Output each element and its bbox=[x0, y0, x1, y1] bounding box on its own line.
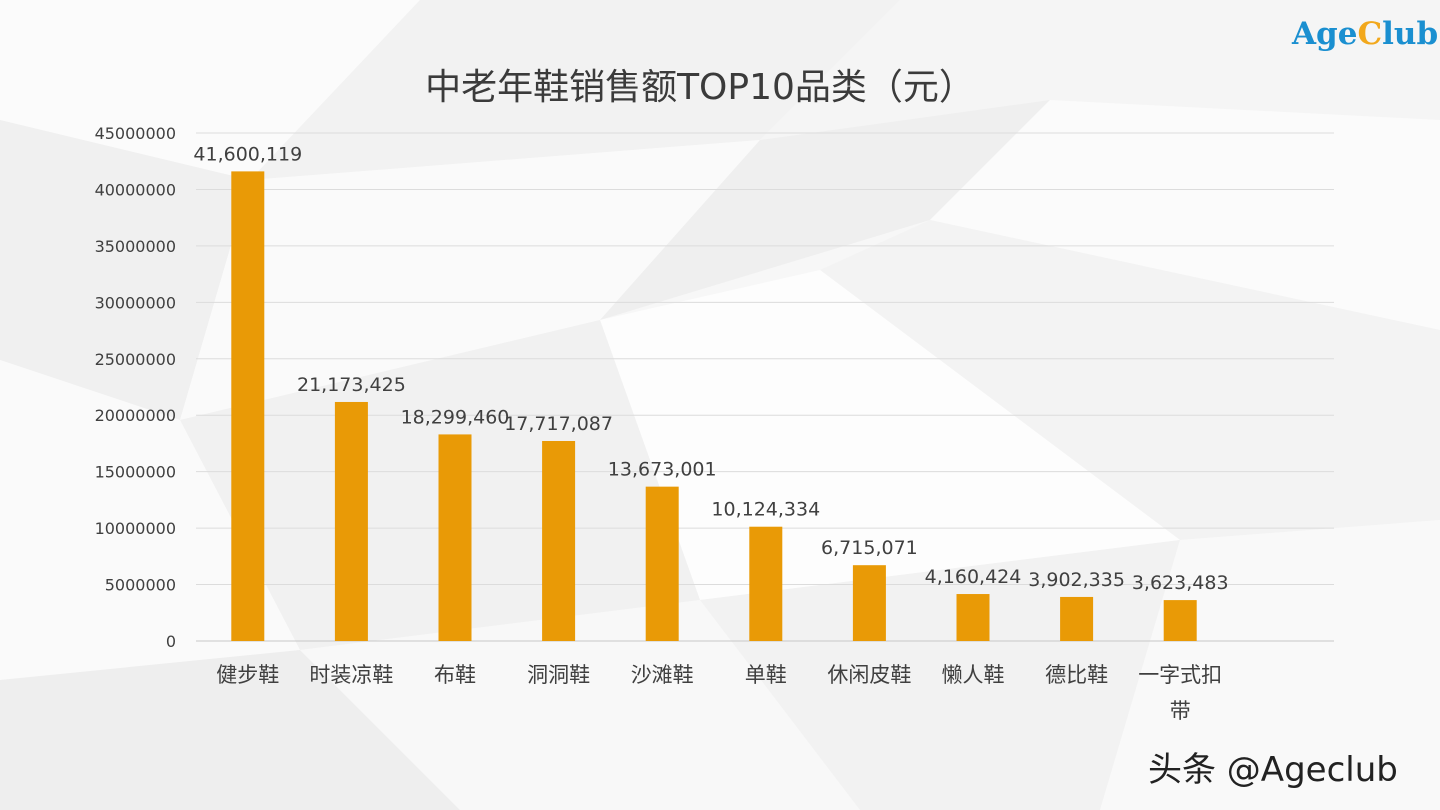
category-label: 健步鞋 bbox=[216, 663, 279, 687]
value-label: 3,902,335 bbox=[1028, 569, 1125, 591]
value-label: 13,673,001 bbox=[608, 459, 717, 481]
value-label: 4,160,424 bbox=[925, 566, 1022, 588]
y-tick-label: 45000000 bbox=[95, 124, 176, 143]
ageclub-logo: AgeClub bbox=[1292, 16, 1439, 52]
bar bbox=[438, 434, 472, 641]
category-label: 洞洞鞋 bbox=[527, 663, 590, 687]
value-label: 41,600,119 bbox=[193, 143, 302, 165]
y-tick-label: 5000000 bbox=[105, 576, 176, 595]
category-label: 单鞋 bbox=[745, 663, 787, 687]
category-label: 沙滩鞋 bbox=[631, 663, 694, 687]
value-label: 10,124,334 bbox=[711, 499, 820, 521]
bar bbox=[542, 440, 576, 641]
category-label: 德比鞋 bbox=[1045, 663, 1108, 687]
category-label: 懒人鞋 bbox=[942, 663, 1005, 687]
bar bbox=[1060, 596, 1094, 641]
value-label: 18,299,460 bbox=[401, 406, 510, 428]
y-tick-label: 10000000 bbox=[95, 519, 176, 538]
value-label: 17,717,087 bbox=[504, 413, 613, 435]
y-tick-label: 15000000 bbox=[95, 463, 176, 482]
bar bbox=[231, 171, 265, 642]
y-tick-label: 0 bbox=[166, 632, 176, 651]
value-label: 6,715,071 bbox=[821, 537, 918, 559]
category-label: 休闲皮鞋 bbox=[827, 663, 911, 687]
bar bbox=[749, 526, 783, 641]
value-label: 21,173,425 bbox=[297, 374, 406, 396]
value-label: 3,623,483 bbox=[1132, 572, 1229, 594]
bar bbox=[956, 594, 990, 641]
bar bbox=[1163, 600, 1197, 641]
y-tick-label: 40000000 bbox=[95, 180, 176, 199]
bar bbox=[645, 486, 679, 641]
watermark: 头条 @Ageclub bbox=[1148, 750, 1398, 790]
category-label: 布鞋 bbox=[434, 663, 476, 687]
y-tick-label: 25000000 bbox=[95, 350, 176, 369]
category-label: 一字式扣带 bbox=[1138, 663, 1222, 723]
category-label: 时装凉鞋 bbox=[309, 663, 393, 687]
bar bbox=[852, 565, 886, 641]
y-tick-label: 20000000 bbox=[95, 406, 176, 425]
chart-title: 中老年鞋销售额TOP10品类（元） bbox=[425, 67, 975, 108]
bar bbox=[334, 401, 368, 641]
y-tick-label: 30000000 bbox=[95, 293, 176, 312]
y-tick-label: 35000000 bbox=[95, 237, 176, 256]
